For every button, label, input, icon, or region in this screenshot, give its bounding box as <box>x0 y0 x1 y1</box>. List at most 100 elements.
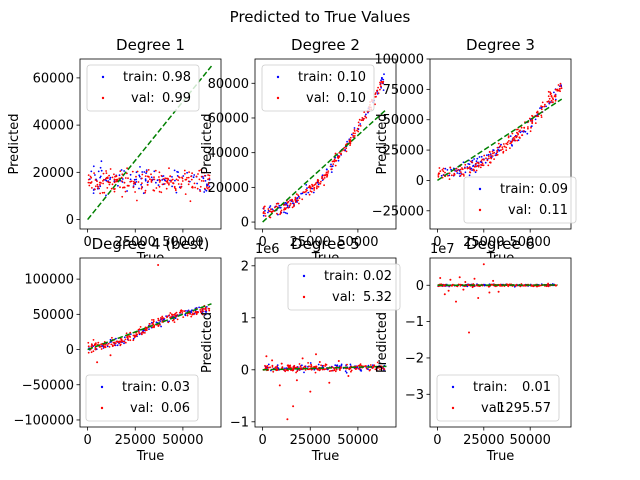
val-point <box>380 81 383 83</box>
val-point <box>459 285 462 287</box>
val-point <box>179 187 182 189</box>
val-point <box>521 134 523 137</box>
val-point <box>93 172 95 175</box>
val-legend-marker <box>302 295 306 299</box>
train-point <box>129 178 132 181</box>
val-point <box>515 136 518 139</box>
val-point <box>119 344 122 347</box>
val-point <box>170 313 173 316</box>
val-point <box>170 179 173 182</box>
val-point <box>455 170 458 173</box>
legend-label: val: <box>481 401 505 416</box>
val-point <box>498 145 501 148</box>
val-point <box>141 177 143 180</box>
val-point <box>326 176 328 178</box>
val-point <box>166 182 169 184</box>
train-point <box>144 178 147 181</box>
val-point <box>145 329 148 331</box>
val-point <box>483 154 486 157</box>
val-point <box>547 90 550 93</box>
val-point <box>505 146 508 149</box>
val-point <box>547 285 550 288</box>
val-point <box>268 210 271 213</box>
val-point <box>94 185 97 188</box>
val-point <box>136 333 139 336</box>
val-point <box>148 176 150 178</box>
val-point <box>379 88 381 91</box>
val-point <box>361 117 364 119</box>
val-point <box>174 312 177 315</box>
train-point <box>123 336 126 339</box>
val-point <box>509 147 511 150</box>
val-point <box>102 344 105 347</box>
val-point <box>302 191 305 194</box>
val-point <box>186 176 188 179</box>
train-point <box>539 107 541 109</box>
val-point <box>377 86 379 89</box>
val-point <box>164 177 167 180</box>
val-point <box>158 185 161 188</box>
val-point <box>319 182 322 185</box>
val-point <box>374 92 377 94</box>
val-point <box>328 381 331 384</box>
val-point <box>297 194 300 197</box>
legend-box <box>261 64 375 112</box>
val-point <box>168 167 170 170</box>
y-axis-label: Predicted <box>375 312 390 373</box>
val-point <box>334 370 337 373</box>
train-point <box>268 206 271 209</box>
val-point <box>501 146 504 149</box>
train-point <box>269 205 272 207</box>
val-point <box>301 198 304 201</box>
x-tick-label: 50000 <box>162 235 203 250</box>
val-point <box>462 288 465 291</box>
train-point <box>545 105 547 108</box>
legend-value: 0.06 <box>161 401 190 416</box>
val-point <box>503 145 506 148</box>
val-point <box>554 88 557 91</box>
val-point <box>154 169 157 172</box>
val-point <box>176 318 179 321</box>
val-point <box>511 132 514 135</box>
val-point <box>124 338 127 341</box>
train-point <box>204 313 207 316</box>
train-point <box>359 123 362 125</box>
val-legend-marker <box>478 208 482 212</box>
val-point <box>191 172 194 175</box>
val-point <box>373 364 376 367</box>
val-point <box>293 364 296 367</box>
legend: train: 0.01 val:1295.57 <box>436 374 560 422</box>
train-point <box>196 182 199 185</box>
val-point <box>91 187 93 189</box>
val-point <box>103 346 105 349</box>
val-point <box>200 169 202 171</box>
train-point <box>193 174 196 176</box>
val-point <box>262 211 265 214</box>
val-point <box>124 190 127 193</box>
val-point <box>87 178 90 181</box>
axes-frame <box>79 257 222 428</box>
val-point <box>267 208 270 210</box>
val-point <box>477 297 480 299</box>
val-point <box>308 365 310 368</box>
val-point <box>207 183 210 186</box>
legend-value: 0.03 <box>161 380 190 395</box>
val-point <box>155 187 158 189</box>
legend-box <box>287 263 401 311</box>
val-point <box>91 344 94 347</box>
val-point <box>335 368 338 371</box>
train-point <box>346 140 348 143</box>
val-point <box>376 369 378 372</box>
val-point <box>171 315 174 317</box>
val-point <box>106 177 109 180</box>
val-point <box>357 130 360 133</box>
val-point <box>181 312 184 314</box>
legend: train: 0.98 val: 0.99 <box>86 64 200 112</box>
val-point <box>184 172 186 175</box>
val-point <box>208 174 211 177</box>
val-point <box>89 182 92 185</box>
panel-title: Degree 5 <box>291 235 360 253</box>
val-point <box>108 174 110 177</box>
val-point <box>189 200 192 203</box>
train-point <box>138 175 141 178</box>
